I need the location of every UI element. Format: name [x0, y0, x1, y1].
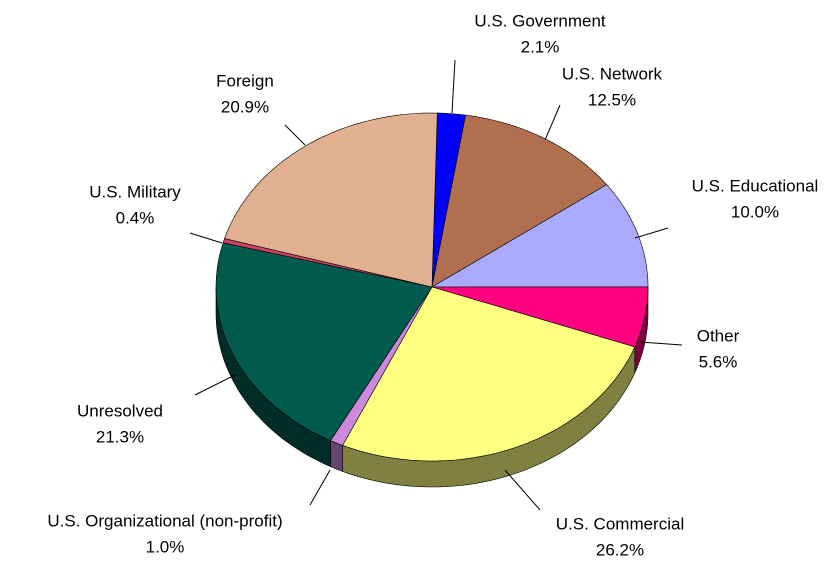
leader-line: [504, 469, 541, 511]
leader-line: [639, 341, 683, 346]
slice-value-label: 20.9%: [221, 97, 269, 116]
slice: [330, 286, 433, 446]
slice-value-label: 10.0%: [731, 202, 779, 221]
slice-label: U.S. Military: [89, 182, 181, 201]
leader-line: [544, 104, 561, 141]
leader-line: [309, 469, 331, 506]
slice-label: U.S. Network: [562, 64, 663, 83]
leader-line: [634, 227, 669, 239]
slice-label: U.S. Government: [474, 11, 606, 30]
leader-line: [189, 232, 223, 244]
slice-label: U.S. Educational: [692, 176, 819, 195]
slice-side: [330, 440, 343, 472]
slice: [431, 286, 649, 348]
slice-label: Foreign: [216, 71, 274, 90]
slice-value-label: 1.0%: [146, 537, 185, 556]
slice-label: U.S. Organizational (non-profit): [47, 511, 282, 530]
slice-value-label: 2.1%: [521, 37, 560, 56]
slice-value-label: 5.6%: [699, 352, 738, 371]
slice-value-label: 0.4%: [116, 208, 155, 227]
slice: [342, 286, 636, 462]
leader-line: [194, 374, 236, 396]
slice-value-label: 21.3%: [96, 427, 144, 446]
slice-value-label: 26.2%: [596, 540, 644, 559]
slice-label: Other: [697, 326, 740, 345]
slice-label: Unresolved: [77, 401, 163, 420]
slice-label: U.S. Commercial: [556, 514, 684, 533]
slice: [431, 114, 608, 288]
slice: [224, 112, 438, 288]
leader-line: [451, 59, 456, 114]
slice: [215, 242, 433, 441]
slice-value-label: 12.5%: [588, 90, 636, 109]
slice: [430, 184, 649, 288]
leader-line: [284, 124, 306, 146]
